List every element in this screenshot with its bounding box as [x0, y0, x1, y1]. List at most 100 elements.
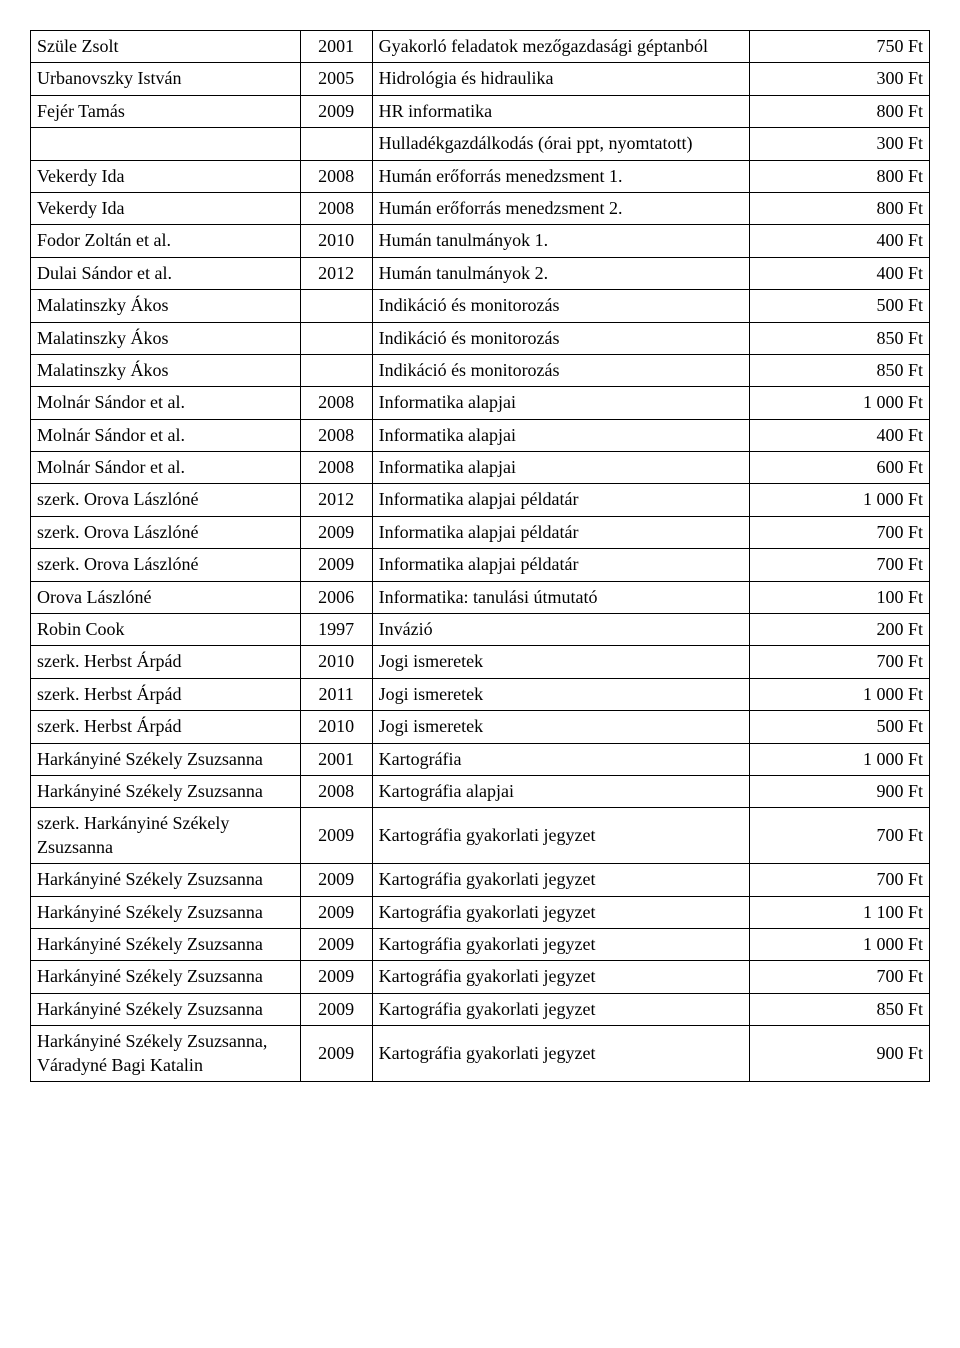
- price-cell: 400 Ft: [750, 419, 930, 451]
- table-row: szerk. Orova Lászlóné2012Informatika ala…: [31, 484, 930, 516]
- price-cell: 850 Ft: [750, 993, 930, 1025]
- author-cell: Harkányiné Székely Zsuzsanna: [31, 928, 301, 960]
- title-cell: Gyakorló feladatok mezőgazdasági géptanb…: [372, 31, 750, 63]
- table-row: Orova Lászlóné2006Informatika: tanulási …: [31, 581, 930, 613]
- table-row: Malatinszky Ákos Indikáció és monitorozás…: [31, 290, 930, 322]
- title-cell: Humán erőforrás menedzsment 2.: [372, 192, 750, 224]
- book-table-body: Szüle Zsolt 2001 Gyakorló feladatok mezőga…: [31, 31, 930, 1082]
- table-row: Malatinszky ÁkosIndikáció és monitorozás…: [31, 322, 930, 354]
- title-cell: Informatika: tanulási útmutató: [372, 581, 750, 613]
- price-cell: 850 Ft: [750, 322, 930, 354]
- author-cell: Molnár Sándor et al.: [31, 419, 301, 451]
- title-cell: Indikáció és monitorozás: [372, 290, 750, 322]
- author-cell: Vekerdy Ida: [31, 160, 301, 192]
- table-row: Vekerdy Ida2008Humán erőforrás menedzsme…: [31, 160, 930, 192]
- table-row: Fejér Tamás2009HR informatika800 Ft: [31, 95, 930, 127]
- author-cell: szerk. Harkányiné Székely Zsuzsanna: [31, 808, 301, 864]
- year-cell: [300, 322, 372, 354]
- title-cell: Informatika alapjai példatár: [372, 484, 750, 516]
- table-row: Harkányiné Székely Zsuzsanna2009Kartográ…: [31, 864, 930, 896]
- table-row: Harkányiné Székely Zsuzsanna2008Kartográ…: [31, 775, 930, 807]
- table-row: szerk. Orova Lászlóné2009Informatika ala…: [31, 516, 930, 548]
- table-row: szerk. Harkányiné Székely Zsuzsanna2009K…: [31, 808, 930, 864]
- year-cell: 2009: [300, 896, 372, 928]
- title-cell: Indikáció és monitorozás: [372, 354, 750, 386]
- author-cell: Robin Cook: [31, 614, 301, 646]
- price-cell: 1 000 Ft: [750, 387, 930, 419]
- author-cell: Malatinszky Ákos: [31, 290, 301, 322]
- price-cell: 700 Ft: [750, 864, 930, 896]
- table-row: Harkányiné Székely Zsuzsanna2009Kartográ…: [31, 961, 930, 993]
- price-cell: 700 Ft: [750, 961, 930, 993]
- price-cell: 700 Ft: [750, 549, 930, 581]
- year-cell: 2009: [300, 928, 372, 960]
- table-row: Harkányiné Székely Zsuzsanna2009Kartográ…: [31, 993, 930, 1025]
- author-cell: szerk. Orova Lászlóné: [31, 549, 301, 581]
- author-cell: Harkányiné Székely Zsuzsanna: [31, 961, 301, 993]
- author-cell: Molnár Sándor et al.: [31, 452, 301, 484]
- author-cell: Harkányiné Székely Zsuzsanna, Váradyné B…: [31, 1026, 301, 1082]
- year-cell: 2009: [300, 1026, 372, 1082]
- year-cell: 2009: [300, 961, 372, 993]
- title-cell: Hidrológia és hidraulika: [372, 63, 750, 95]
- price-cell: 600 Ft: [750, 452, 930, 484]
- title-cell: Indikáció és monitorozás: [372, 322, 750, 354]
- table-row: szerk. Herbst Árpád2010Jogi ismeretek500…: [31, 711, 930, 743]
- title-cell: Humán tanulmányok 1.: [372, 225, 750, 257]
- year-cell: 2010: [300, 711, 372, 743]
- table-row: Malatinszky ÁkosIndikáció és monitorozás…: [31, 354, 930, 386]
- title-cell: Invázió: [372, 614, 750, 646]
- table-row: Szüle Zsolt2001Gyakorló feladatok mezőga…: [31, 31, 930, 63]
- table-row: Harkányiné Székely Zsuzsanna2009Kartográ…: [31, 896, 930, 928]
- author-cell: Molnár Sándor et al.: [31, 387, 301, 419]
- author-cell: szerk. Herbst Árpád: [31, 678, 301, 710]
- table-row: Urbanovszky István2005Hidrológia és hidr…: [31, 63, 930, 95]
- year-cell: 2008: [300, 192, 372, 224]
- table-row: szerk. Orova Lászlóné2009Informatika ala…: [31, 549, 930, 581]
- year-cell: [300, 128, 372, 160]
- title-cell: Kartográfia gyakorlati jegyzet: [372, 808, 750, 864]
- table-row: Fodor Zoltán et al.2010Humán tanulmányok…: [31, 225, 930, 257]
- title-cell: Jogi ismeretek: [372, 678, 750, 710]
- title-cell: Informatika alapjai: [372, 452, 750, 484]
- price-cell: 800 Ft: [750, 160, 930, 192]
- price-cell: 1 000 Ft: [750, 743, 930, 775]
- year-cell: 2010: [300, 646, 372, 678]
- author-cell: Fejér Tamás: [31, 95, 301, 127]
- year-cell: 2008: [300, 160, 372, 192]
- author-cell: szerk. Herbst Árpád: [31, 711, 301, 743]
- author-cell: szerk. Orova Lászlóné: [31, 484, 301, 516]
- price-cell: 1 100 Ft: [750, 896, 930, 928]
- year-cell: 2009: [300, 864, 372, 896]
- author-cell: szerk. Orova Lászlóné: [31, 516, 301, 548]
- title-cell: Kartográfia gyakorlati jegyzet: [372, 961, 750, 993]
- year-cell: 2008: [300, 452, 372, 484]
- title-cell: Informatika alapjai: [372, 419, 750, 451]
- author-cell: Harkányiné Székely Zsuzsanna: [31, 864, 301, 896]
- year-cell: 2006: [300, 581, 372, 613]
- table-row: Dulai Sándor et al.2012Humán tanulmányok…: [31, 257, 930, 289]
- author-cell: Fodor Zoltán et al.: [31, 225, 301, 257]
- author-cell: Vekerdy Ida: [31, 192, 301, 224]
- title-cell: Informatika alapjai példatár: [372, 549, 750, 581]
- title-cell: Informatika alapjai: [372, 387, 750, 419]
- price-cell: 400 Ft: [750, 225, 930, 257]
- year-cell: 2009: [300, 95, 372, 127]
- table-row: szerk. Herbst Árpád2010Jogi ismeretek700…: [31, 646, 930, 678]
- year-cell: 2001: [300, 743, 372, 775]
- year-cell: 2012: [300, 484, 372, 516]
- title-cell: HR informatika: [372, 95, 750, 127]
- year-cell: 2008: [300, 387, 372, 419]
- author-cell: Dulai Sándor et al.: [31, 257, 301, 289]
- author-cell: Harkányiné Székely Zsuzsanna: [31, 743, 301, 775]
- price-cell: 800 Ft: [750, 192, 930, 224]
- year-cell: 2012: [300, 257, 372, 289]
- table-row: szerk. Herbst Árpád2011Jogi ismeretek1 0…: [31, 678, 930, 710]
- title-cell: Kartográfia gyakorlati jegyzet: [372, 1026, 750, 1082]
- title-cell: Humán tanulmányok 2.: [372, 257, 750, 289]
- price-cell: 400 Ft: [750, 257, 930, 289]
- price-cell: 700 Ft: [750, 516, 930, 548]
- author-cell: Szüle Zsolt: [31, 31, 301, 63]
- title-cell: Kartográfia gyakorlati jegyzet: [372, 864, 750, 896]
- year-cell: 1997: [300, 614, 372, 646]
